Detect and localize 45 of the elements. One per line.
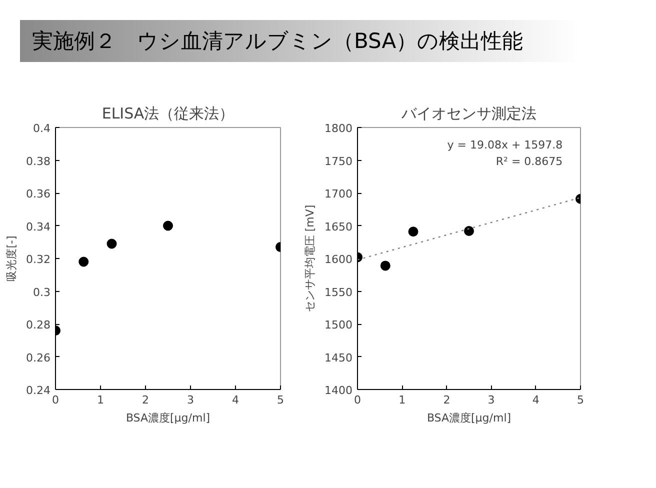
x-tick-label: 4 <box>532 394 540 406</box>
y-axis-title: センサ平均電圧 [mV] <box>304 204 317 312</box>
point <box>78 256 89 267</box>
x-tick-label: 0 <box>52 394 59 406</box>
y-tick-label: 0.3 <box>33 286 51 299</box>
x-tick-label: 4 <box>232 394 239 406</box>
point <box>464 226 474 236</box>
y-tick-label: 1600 <box>324 253 353 266</box>
chart-title: ELISA法（従来法） <box>102 104 234 122</box>
x-tick-label: 1 <box>398 394 406 406</box>
x-axis-title: BSA濃度[μg/ml] <box>426 412 512 424</box>
y-tick-label: 0.28 <box>26 318 51 332</box>
x-tick-label: 5 <box>277 394 284 406</box>
point <box>163 220 173 231</box>
y-tick-label: 1400 <box>324 384 353 397</box>
x-tick-label: 2 <box>142 394 149 406</box>
point <box>106 238 117 249</box>
x-axis-title: BSA濃度[μg/ml] <box>126 412 210 424</box>
x-tick-label: 3 <box>488 394 495 406</box>
point <box>380 260 390 271</box>
y-axis-title: 吸光度[-] <box>5 236 18 282</box>
y-tick-label: 0.4 <box>33 122 51 135</box>
y-tick-label: 0.32 <box>26 253 51 266</box>
x-tick-label: 3 <box>187 394 194 406</box>
text: 実施例２ ウシ血清アルブミン（BSA）の検出性能 <box>32 28 524 55</box>
y-tick-label: 1450 <box>324 351 353 364</box>
y-tick-label: 0.38 <box>26 154 51 168</box>
annotation: y = 19.08x + 1597.8 <box>447 138 563 152</box>
y-tick-label: 0.34 <box>26 220 51 234</box>
x-tick-label: 1 <box>97 394 104 406</box>
x-tick-label: 5 <box>577 394 584 406</box>
y-tick-label: 1650 <box>324 220 353 234</box>
y-tick-label: 1800 <box>324 122 353 135</box>
y-tick-label: 1550 <box>324 286 353 299</box>
x-tick-label: 0 <box>354 394 361 406</box>
y-tick-label: 0.36 <box>26 188 51 200</box>
y-tick-label: 0.24 <box>26 384 51 397</box>
x-tick-label: 2 <box>443 394 450 406</box>
chart-title: バイオセンサ測定法 <box>400 104 536 122</box>
y-tick-label: 1500 <box>324 318 353 332</box>
point <box>408 226 418 237</box>
y-tick-label: 1750 <box>324 154 353 168</box>
y-tick-label: 0.26 <box>26 351 51 364</box>
annotation: R² = 0.8675 <box>496 154 563 168</box>
y-tick-label: 1700 <box>324 188 353 200</box>
